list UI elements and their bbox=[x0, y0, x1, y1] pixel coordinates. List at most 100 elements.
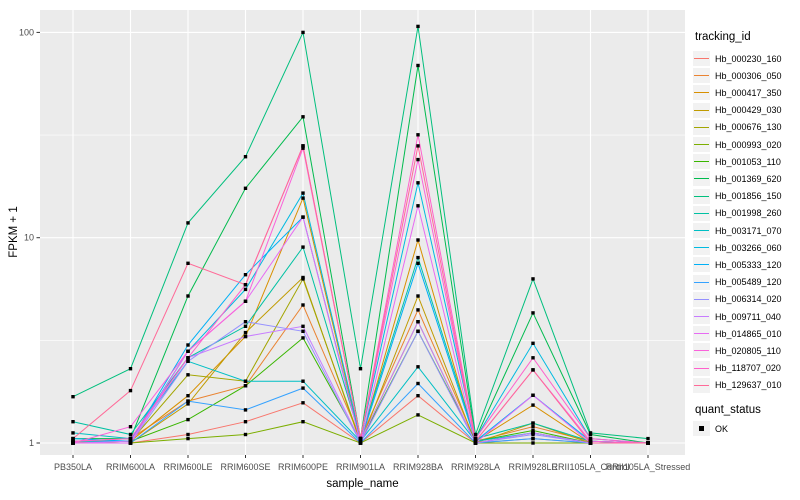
plot-panel bbox=[40, 10, 685, 455]
data-point bbox=[646, 441, 650, 445]
x-tick-label: RRIM901LA bbox=[336, 462, 385, 472]
legend-entry-Hb_005489_120: Hb_005489_120 bbox=[693, 274, 782, 291]
data-point bbox=[416, 255, 420, 260]
data-point bbox=[186, 394, 190, 398]
legend-entry-Hb_014865_010: Hb_014865_010 bbox=[693, 325, 782, 342]
data-point bbox=[531, 393, 535, 397]
data-point bbox=[186, 343, 190, 347]
data-point bbox=[531, 277, 535, 281]
data-point bbox=[531, 441, 535, 445]
series-color-line-icon bbox=[694, 333, 709, 335]
data-point bbox=[243, 287, 248, 292]
y-tick-label: 1 bbox=[29, 438, 34, 448]
legend-entry-Hb_001998_260: Hb_001998_260 bbox=[693, 205, 782, 222]
legend-entry-label: Hb_000993_020 bbox=[715, 139, 782, 150]
data-point bbox=[301, 245, 305, 249]
legend-key-swatch bbox=[693, 343, 710, 359]
data-point bbox=[128, 439, 133, 443]
data-point bbox=[71, 395, 75, 399]
legend-entry-label: Hb_000230_160 bbox=[715, 53, 782, 64]
data-point bbox=[243, 320, 248, 324]
data-point bbox=[186, 294, 190, 298]
data-point bbox=[71, 439, 75, 443]
data-point bbox=[243, 432, 248, 437]
series-color-line-icon bbox=[694, 109, 709, 111]
legend-key-swatch bbox=[693, 205, 710, 221]
data-point bbox=[416, 365, 420, 369]
x-tick-label: RRIM928LE bbox=[508, 462, 557, 472]
legend-entry-label: Hb_006314_020 bbox=[715, 294, 782, 305]
y-tick-label: 100 bbox=[19, 27, 34, 37]
data-point bbox=[243, 330, 248, 335]
legend-entry-Hb_129637_010: Hb_129637_010 bbox=[693, 377, 782, 394]
legend-entry-label: Hb_129637_010 bbox=[715, 380, 782, 391]
legend-key-swatch bbox=[693, 257, 710, 273]
data-point bbox=[186, 221, 190, 225]
legend-entry-Hb_005333_120: Hb_005333_120 bbox=[693, 256, 782, 273]
legend-entry-label: Hb_001998_260 bbox=[715, 208, 782, 219]
data-point bbox=[588, 431, 593, 435]
legend-entry-label: Hb_014865_010 bbox=[715, 328, 782, 339]
data-point bbox=[301, 146, 305, 150]
data-point bbox=[473, 439, 478, 443]
data-point bbox=[243, 186, 248, 190]
data-point bbox=[243, 408, 248, 412]
data-point bbox=[301, 277, 305, 281]
legend-entry-Hb_118707_020: Hb_118707_020 bbox=[693, 360, 781, 377]
data-point bbox=[301, 196, 305, 200]
data-point bbox=[243, 384, 248, 388]
data-point bbox=[243, 379, 248, 383]
data-point bbox=[358, 439, 363, 443]
legend-entry-Hb_020805_110: Hb_020805_110 bbox=[693, 342, 781, 359]
series-color-line-icon bbox=[694, 247, 709, 249]
point-square-icon bbox=[699, 426, 704, 431]
series-color-line-icon bbox=[694, 58, 709, 59]
legend-entry-Hb_000417_350: Hb_000417_350 bbox=[693, 84, 782, 101]
data-point bbox=[416, 413, 420, 417]
data-point bbox=[531, 431, 535, 435]
data-point bbox=[531, 403, 535, 407]
data-point bbox=[416, 204, 420, 208]
series-color-line-icon bbox=[694, 195, 709, 197]
legend-entry-label: Hb_000417_350 bbox=[715, 87, 782, 98]
legend-key-swatch bbox=[693, 223, 710, 238]
quant-ok-key bbox=[693, 421, 710, 436]
legend-entry-Hb_000993_020: Hb_000993_020 bbox=[693, 136, 782, 153]
data-point bbox=[71, 441, 75, 445]
x-tick-label: RRIM600PE bbox=[278, 462, 328, 472]
series-color-line-icon bbox=[694, 161, 709, 163]
data-point bbox=[416, 181, 420, 185]
data-point bbox=[301, 115, 305, 119]
legend-entry-label: Hb_000676_130 bbox=[715, 122, 782, 133]
data-point bbox=[71, 431, 75, 435]
legend-key-swatch bbox=[693, 137, 710, 152]
data-point bbox=[186, 417, 190, 422]
data-point bbox=[588, 441, 593, 445]
legend-key-swatch bbox=[693, 360, 710, 376]
data-point bbox=[301, 324, 305, 328]
data-point bbox=[243, 273, 248, 277]
legend-entry-label: Hb_003171_070 bbox=[715, 225, 782, 236]
x-tick-label: RRII105LA_Stressed bbox=[606, 462, 691, 472]
legend-key-swatch bbox=[693, 102, 710, 118]
data-point bbox=[71, 420, 75, 424]
series-color-line-icon bbox=[694, 298, 709, 300]
data-point bbox=[186, 402, 190, 406]
legend-entry-Hb_000676_130: Hb_000676_130 bbox=[693, 119, 782, 136]
data-point bbox=[531, 436, 535, 441]
data-point bbox=[416, 63, 420, 68]
legend-title-tracking-id: tracking_id bbox=[695, 31, 751, 43]
data-point bbox=[243, 324, 248, 328]
x-tick-label: RRIM600SE bbox=[220, 462, 270, 472]
legend-entry-label: OK bbox=[715, 423, 729, 434]
data-point bbox=[301, 336, 305, 340]
data-point bbox=[186, 436, 190, 441]
legend-key-swatch bbox=[693, 51, 710, 66]
data-point bbox=[243, 334, 248, 339]
legend-entry-label: Hb_005333_120 bbox=[715, 259, 782, 270]
data-point bbox=[531, 341, 535, 345]
data-point bbox=[416, 24, 420, 29]
x-tick-label: RRIM600LA bbox=[106, 462, 155, 472]
